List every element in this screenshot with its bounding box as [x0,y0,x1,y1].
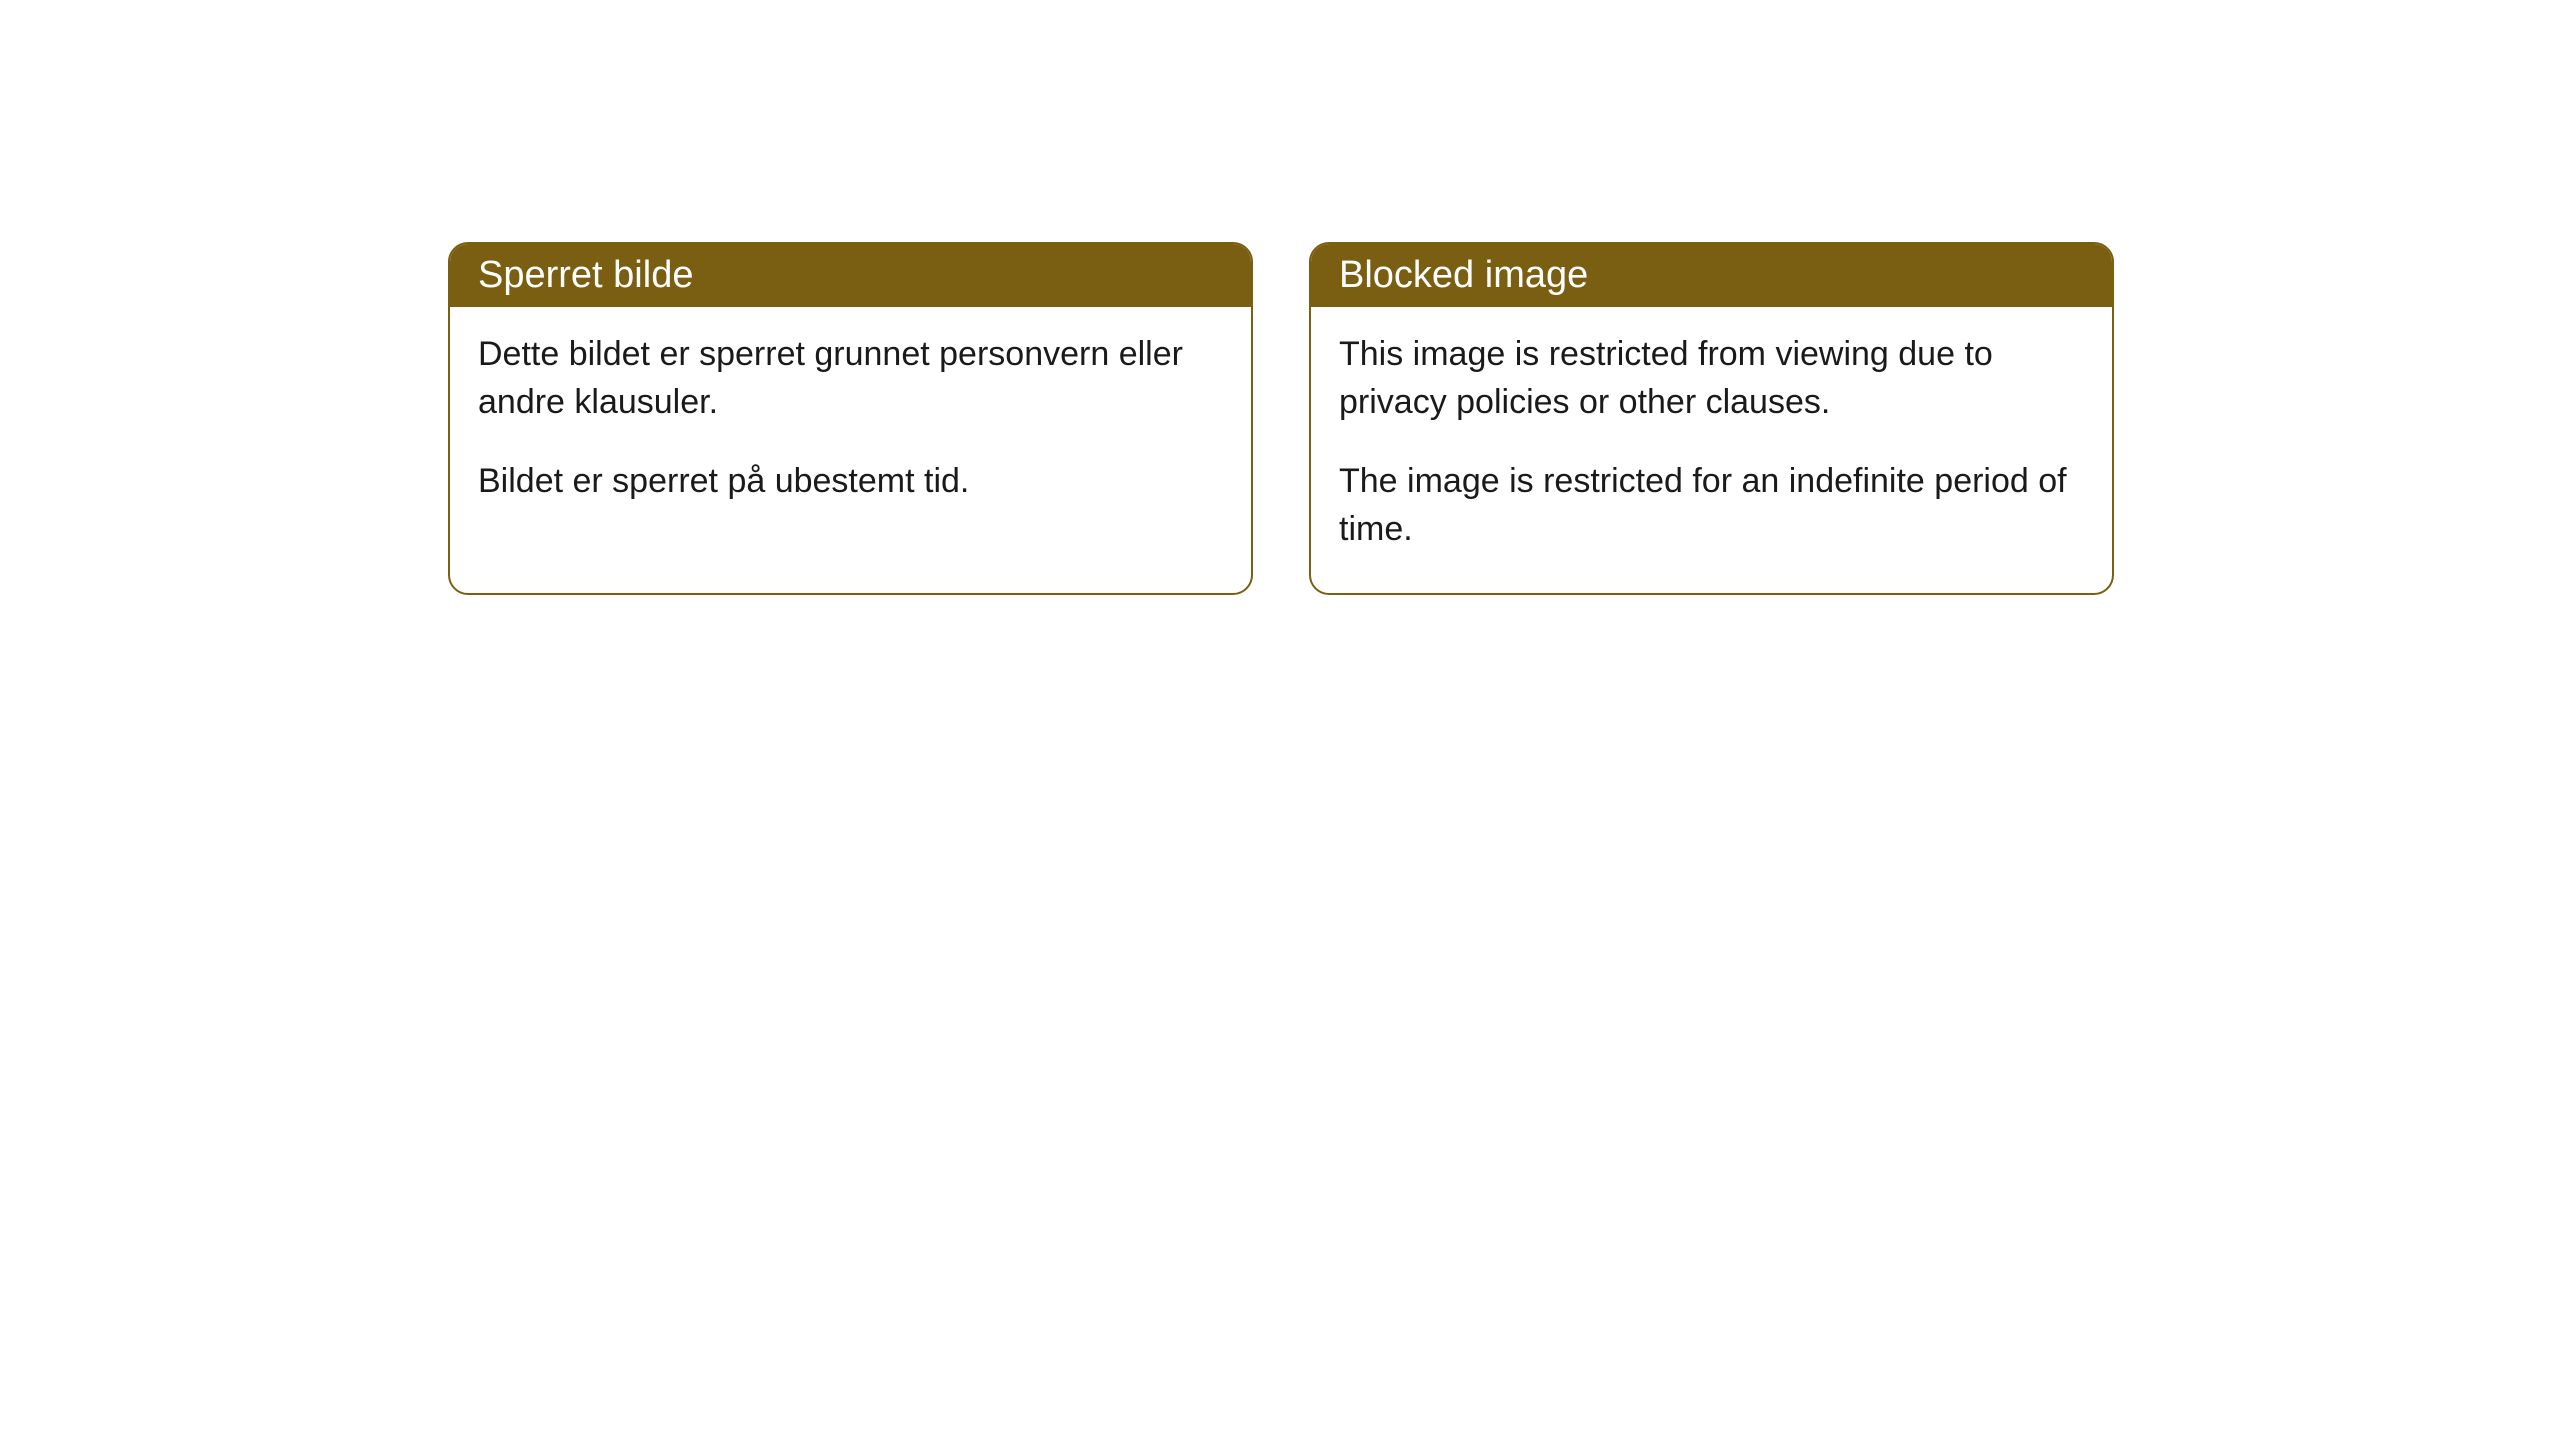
card-body-norwegian: Dette bildet er sperret grunnet personve… [450,307,1251,546]
blocked-image-card-english: Blocked image This image is restricted f… [1309,242,2114,595]
blocked-image-card-norwegian: Sperret bilde Dette bildet er sperret gr… [448,242,1253,595]
card-body-english: This image is restricted from viewing du… [1311,307,2112,593]
card-header-norwegian: Sperret bilde [450,244,1251,307]
message-paragraph-2: The image is restricted for an indefinit… [1339,458,2084,553]
message-paragraph-2: Bildet er sperret på ubestemt tid. [478,458,1223,506]
card-header-english: Blocked image [1311,244,2112,307]
message-paragraph-1: This image is restricted from viewing du… [1339,331,2084,426]
message-paragraph-1: Dette bildet er sperret grunnet personve… [478,331,1223,426]
message-container: Sperret bilde Dette bildet er sperret gr… [0,0,2560,595]
